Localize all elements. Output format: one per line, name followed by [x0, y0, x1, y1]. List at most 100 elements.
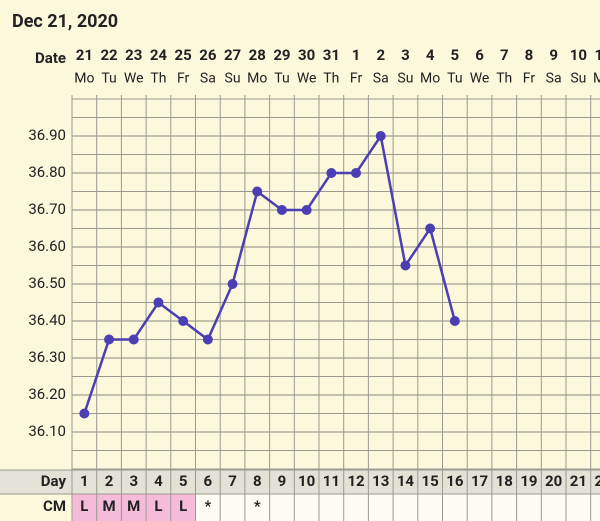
cm-value: *: [254, 497, 261, 515]
y-tick-label: 36.10: [28, 422, 66, 440]
weekday-label: Th: [323, 71, 339, 87]
chart-title: Dec 21, 2020: [12, 11, 118, 32]
date-label: 23: [125, 46, 142, 64]
day-number: 22: [594, 472, 600, 490]
temperature-point: [252, 186, 263, 197]
cm-cell: [121, 494, 147, 521]
date-label: 31: [323, 46, 340, 64]
weekday-label: Mo: [420, 71, 440, 87]
date-label: 28: [249, 46, 266, 64]
temperature-point: [326, 168, 337, 178]
day-number: 10: [298, 472, 315, 490]
weekday-label: Sa: [546, 71, 562, 87]
date-label: 2: [376, 46, 385, 64]
day-label: Day: [41, 472, 67, 490]
y-tick-label: 36.60: [28, 237, 66, 255]
temperature-point: [375, 131, 386, 141]
date-label: 1: [352, 46, 361, 64]
temperature-point: [425, 223, 436, 234]
day-number: 8: [253, 472, 262, 490]
cm-value: *: [204, 497, 211, 515]
date-label: 3: [401, 46, 410, 64]
date-label: 22: [100, 46, 118, 64]
cm-cell: [72, 494, 97, 521]
cm-value: M: [127, 497, 140, 515]
cm-label: CM: [43, 497, 66, 515]
date-label: Date: [35, 49, 66, 67]
temperature-point: [449, 316, 460, 326]
y-tick-label: 36.70: [28, 200, 66, 218]
weekday-label: Fr: [350, 71, 363, 87]
day-number: 14: [397, 472, 415, 490]
day-row: [0, 470, 600, 494]
date-label: 25: [175, 46, 192, 64]
date-label: 5: [451, 46, 460, 64]
temperature-point: [79, 408, 90, 419]
weekday-label: Fr: [523, 71, 536, 87]
date-label: 26: [199, 46, 217, 64]
weekday-label: Th: [496, 71, 512, 87]
date-label: 27: [224, 46, 241, 64]
date-label: 8: [525, 46, 534, 64]
day-number: 6: [204, 472, 213, 490]
date-label: 30: [298, 46, 315, 64]
day-number: 4: [154, 472, 163, 490]
temperature-point: [227, 279, 238, 289]
weekday-label: Sa: [200, 71, 216, 87]
weekday-label: Su: [570, 71, 586, 87]
day-number: 18: [496, 472, 513, 490]
date-label: 21: [76, 46, 93, 64]
temperature-point: [153, 297, 164, 308]
temperature-point: [202, 334, 213, 345]
temperature-point: [276, 205, 287, 215]
date-label: 4: [426, 46, 435, 64]
weekday-label: Tu: [101, 71, 116, 87]
date-label: 24: [150, 46, 168, 64]
day-number: 16: [446, 472, 464, 490]
y-tick-label: 36.20: [28, 385, 66, 403]
day-number: 7: [228, 472, 237, 490]
cm-cell: [146, 494, 171, 521]
day-number: 19: [520, 472, 537, 490]
temperature-point: [351, 168, 362, 178]
date-label: 10: [570, 46, 587, 64]
day-number: 13: [372, 472, 389, 490]
day-number: 2: [105, 472, 114, 490]
weekday-label: Sa: [373, 71, 389, 87]
weekday-label: Tu: [274, 71, 289, 87]
y-tick-label: 36.80: [28, 163, 66, 181]
temperature-point: [128, 334, 139, 345]
date-label: 9: [549, 46, 558, 64]
cm-value: M: [102, 497, 115, 515]
day-number: 1: [80, 472, 89, 490]
day-number: 9: [278, 472, 287, 490]
temperature-point: [178, 316, 189, 326]
weekday-label: We: [297, 71, 317, 87]
cm-value: L: [80, 497, 88, 515]
day-number: 20: [545, 472, 562, 490]
day-number: 15: [422, 472, 439, 490]
weekday-label: Fr: [177, 71, 190, 87]
day-number: 11: [323, 472, 340, 490]
weekday-label: Su: [397, 71, 413, 87]
weekday-label: We: [470, 71, 490, 87]
day-number: 12: [347, 472, 365, 490]
weekday-label: We: [124, 71, 144, 87]
cm-cell: [170, 494, 196, 521]
cm-cell: [96, 494, 122, 521]
temperature-line: [83, 132, 457, 414]
date-label: 11: [594, 46, 600, 64]
date-label: 7: [500, 46, 509, 64]
weekday-label: Th: [150, 71, 166, 87]
date-label: 29: [273, 46, 290, 64]
temperature-point: [301, 205, 312, 215]
day-number: 3: [129, 472, 138, 490]
weekday-label: Tu: [447, 71, 462, 87]
day-number: 5: [179, 472, 188, 490]
temperature-point: [400, 260, 411, 271]
cm-value: L: [179, 497, 187, 515]
weekday-label: Mo: [593, 71, 600, 87]
y-tick-label: 36.30: [28, 348, 66, 366]
